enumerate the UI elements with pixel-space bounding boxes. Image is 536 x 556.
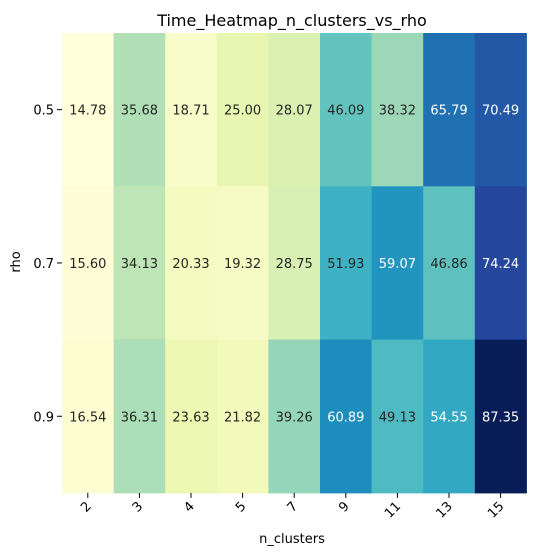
heatmap-cell — [268, 339, 321, 494]
cell-value-label: 14.78 — [69, 104, 106, 119]
x-axis-ticks: 2 3 4 5 7 9 11 13 15 — [78, 492, 507, 521]
cell-value-label: 87.35 — [482, 410, 519, 425]
cell-value-label: 34.13 — [121, 257, 158, 272]
cell-value-label: 54.55 — [430, 410, 467, 425]
cell-value-label: 21.82 — [224, 410, 261, 425]
heatmap-cell — [268, 33, 321, 187]
heatmap-cell — [113, 339, 166, 494]
cell-value-label: 74.24 — [482, 257, 519, 272]
y-tick-label: 0.5 — [33, 104, 54, 119]
y-tick-label: 0.7 — [33, 257, 54, 272]
cell-value-label: 60.89 — [327, 410, 364, 425]
cell-value-label: 46.09 — [327, 104, 364, 119]
heatmap-cell — [474, 339, 527, 494]
x-axis-label: n_clusters — [259, 532, 325, 547]
y-tick-label: 0.9 — [33, 410, 54, 425]
heatmap-cell — [216, 186, 269, 341]
cell-value-label: 28.75 — [276, 257, 313, 272]
cell-value-label: 20.33 — [172, 257, 209, 272]
heatmap-cell — [62, 339, 115, 494]
heatmap-cell — [62, 186, 115, 341]
cell-value-label: 36.31 — [121, 410, 158, 425]
cell-value-label: 19.32 — [224, 257, 261, 272]
cell-value-label: 15.60 — [69, 257, 106, 272]
heatmap-cells — [62, 33, 527, 494]
heatmap-cell — [423, 186, 476, 341]
cell-value-label: 49.13 — [379, 410, 416, 425]
heatmap-cell — [371, 33, 424, 187]
heatmap-cell — [165, 33, 218, 187]
cell-value-label: 25.00 — [224, 104, 261, 119]
cell-value-label: 46.86 — [430, 257, 467, 272]
cell-value-label: 51.93 — [327, 257, 364, 272]
x-tick-label: 5 — [233, 499, 249, 515]
cell-labels: 14.78 35.68 18.71 25.00 28.07 46.09 38.32 65.79… — [69, 104, 519, 426]
x-tick-label: 3 — [130, 499, 146, 515]
y-axis-label: rho — [9, 251, 24, 272]
x-tick-label: 4 — [181, 499, 197, 515]
heatmap-cell — [165, 339, 218, 494]
cell-value-label: 28.07 — [276, 104, 313, 119]
cell-value-label: 18.71 — [172, 104, 209, 119]
x-tick-label: 2 — [78, 499, 94, 515]
heatmap-cell — [474, 33, 527, 187]
heatmap-cell — [268, 186, 321, 341]
x-tick-label: 9 — [336, 499, 352, 515]
heatmap-cell — [113, 186, 166, 341]
cell-value-label: 59.07 — [379, 257, 416, 272]
heatmap-cell — [216, 339, 269, 494]
chart-title: Time_Heatmap_n_clusters_vs_rho — [156, 11, 427, 31]
cell-value-label: 16.54 — [69, 410, 106, 425]
cell-value-label: 65.79 — [430, 104, 467, 119]
heatmap-cell — [423, 33, 476, 187]
heatmap-cell — [320, 33, 373, 187]
cell-value-label: 23.63 — [172, 410, 209, 425]
cell-value-label: 70.49 — [482, 104, 519, 119]
heatmap-cell — [113, 33, 166, 187]
heatmap-cell — [165, 186, 218, 341]
heatmap-cell — [474, 186, 527, 341]
x-tick-label: 7 — [285, 499, 301, 515]
cell-value-label: 39.26 — [276, 410, 313, 425]
heatmap-cell — [423, 339, 476, 494]
x-tick-label: 13 — [434, 499, 456, 521]
heatmap-cell — [320, 186, 373, 341]
heatmap-cell — [216, 33, 269, 187]
heatmap-cell — [371, 339, 424, 494]
heatmap-cell — [320, 339, 373, 494]
x-tick-label: 15 — [485, 499, 507, 521]
cell-value-label: 35.68 — [121, 104, 158, 119]
cell-value-label: 38.32 — [379, 104, 416, 119]
heatmap-cell — [371, 186, 424, 341]
x-tick-label: 11 — [382, 499, 404, 521]
y-axis-ticks: 0.5 0.7 0.9 — [33, 104, 62, 425]
heatmap-cell — [62, 33, 115, 187]
